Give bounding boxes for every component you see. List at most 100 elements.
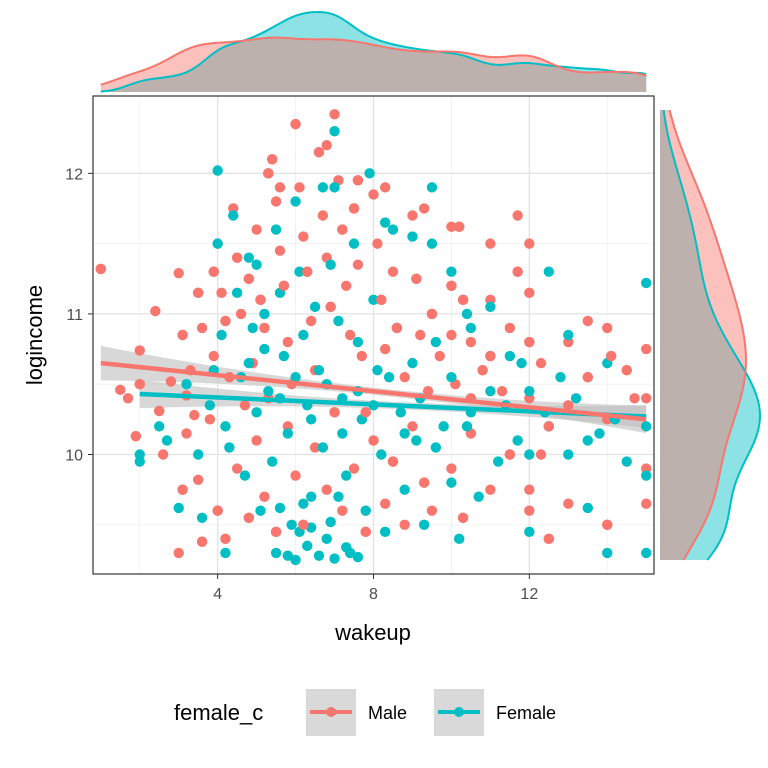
x-tick-label: 4 [213,586,222,603]
data-point-male [457,512,469,523]
data-point-male [504,322,516,334]
data-point-female [216,329,227,341]
data-point-female [570,393,582,404]
data-point-male [251,224,262,235]
data-point-female [395,407,406,418]
data-point-male [379,182,391,193]
data-point-male [95,263,106,275]
data-point-female [267,456,278,467]
data-point-male [305,315,317,327]
y-tick-label: 11 [66,307,83,324]
data-point-male [189,409,200,421]
data-point-male [216,287,227,299]
x-tick-label: 12 [520,586,538,603]
data-point-female [516,357,527,369]
data-point-male [454,221,465,232]
data-point-male [446,280,457,291]
data-point-male [274,245,286,256]
data-point-male [173,547,184,559]
density-fill-female-y [660,110,760,560]
data-point-male [196,536,208,547]
data-point-male [411,273,422,284]
data-point-female [430,336,442,348]
data-point-male [524,505,535,516]
data-point-male [329,407,340,418]
data-point-female [317,182,329,193]
data-point-female [465,322,477,334]
data-point-male [259,491,270,502]
data-point-female [341,470,352,481]
data-point-female [154,421,165,432]
data-point-female [348,238,360,249]
data-point-male [387,266,399,277]
data-point-female [407,357,418,369]
legend-label-female: Female [496,703,556,723]
data-point-male [368,189,379,200]
data-point-male [524,238,535,249]
x-axis: 4 8 12 [213,574,538,603]
data-point-male [360,526,371,538]
data-point-male [212,505,223,516]
data-point-female [563,449,574,460]
data-point-female [512,435,523,446]
data-point-female [641,470,652,481]
data-point-male [192,474,204,486]
data-point-female [399,428,410,439]
data-point-female [621,456,632,467]
data-point-male [157,449,169,460]
data-point-female [543,266,555,277]
data-point-male [251,435,262,446]
data-point-female [313,550,325,561]
data-point-male [418,203,430,214]
data-point-female [461,421,473,432]
data-point-male [263,168,274,179]
data-point-female [364,168,375,179]
data-point-female [446,266,457,277]
y-tick-label: 12 [65,166,83,183]
data-point-male [563,498,574,509]
data-point-female [290,196,301,207]
data-point-female [333,315,344,327]
regression-line-male [100,360,647,422]
data-point-female [255,505,266,516]
data-point-male [208,266,219,277]
data-point-male [220,315,231,327]
data-point-female [305,491,317,502]
data-point-male [372,238,383,249]
data-point-female [329,125,340,137]
data-point-male [376,294,387,306]
data-point-female [134,456,145,467]
data-point-male [177,484,188,495]
data-point-male [496,386,508,397]
data-point-female [325,516,336,528]
data-point-male [259,322,270,334]
data-point-female [504,350,516,362]
data-point-female [446,477,457,488]
data-point-female [270,224,282,235]
data-point-female [181,379,192,390]
data-point-male [298,519,309,530]
data-point-female [438,421,449,432]
data-point-male [446,329,457,341]
data-point-male [150,305,161,317]
data-point-female [278,350,290,362]
data-point-male [235,308,247,320]
data-point-male [368,435,379,446]
data-point-female [368,294,379,306]
data-point-male [309,442,321,453]
density-curve-male-y [668,109,747,561]
data-point-male [290,118,301,130]
data-point-male [524,484,535,495]
data-point-female [325,259,336,270]
data-point-male [352,175,364,186]
data-point-female [379,526,391,538]
data-point-male [543,421,555,432]
data-point-male [379,343,391,355]
data-point-male [504,449,516,460]
data-point-female [290,554,301,566]
data-point-female [333,491,344,502]
data-point-female [305,414,317,425]
data-point-male [485,238,496,249]
data-point-male [360,407,371,418]
